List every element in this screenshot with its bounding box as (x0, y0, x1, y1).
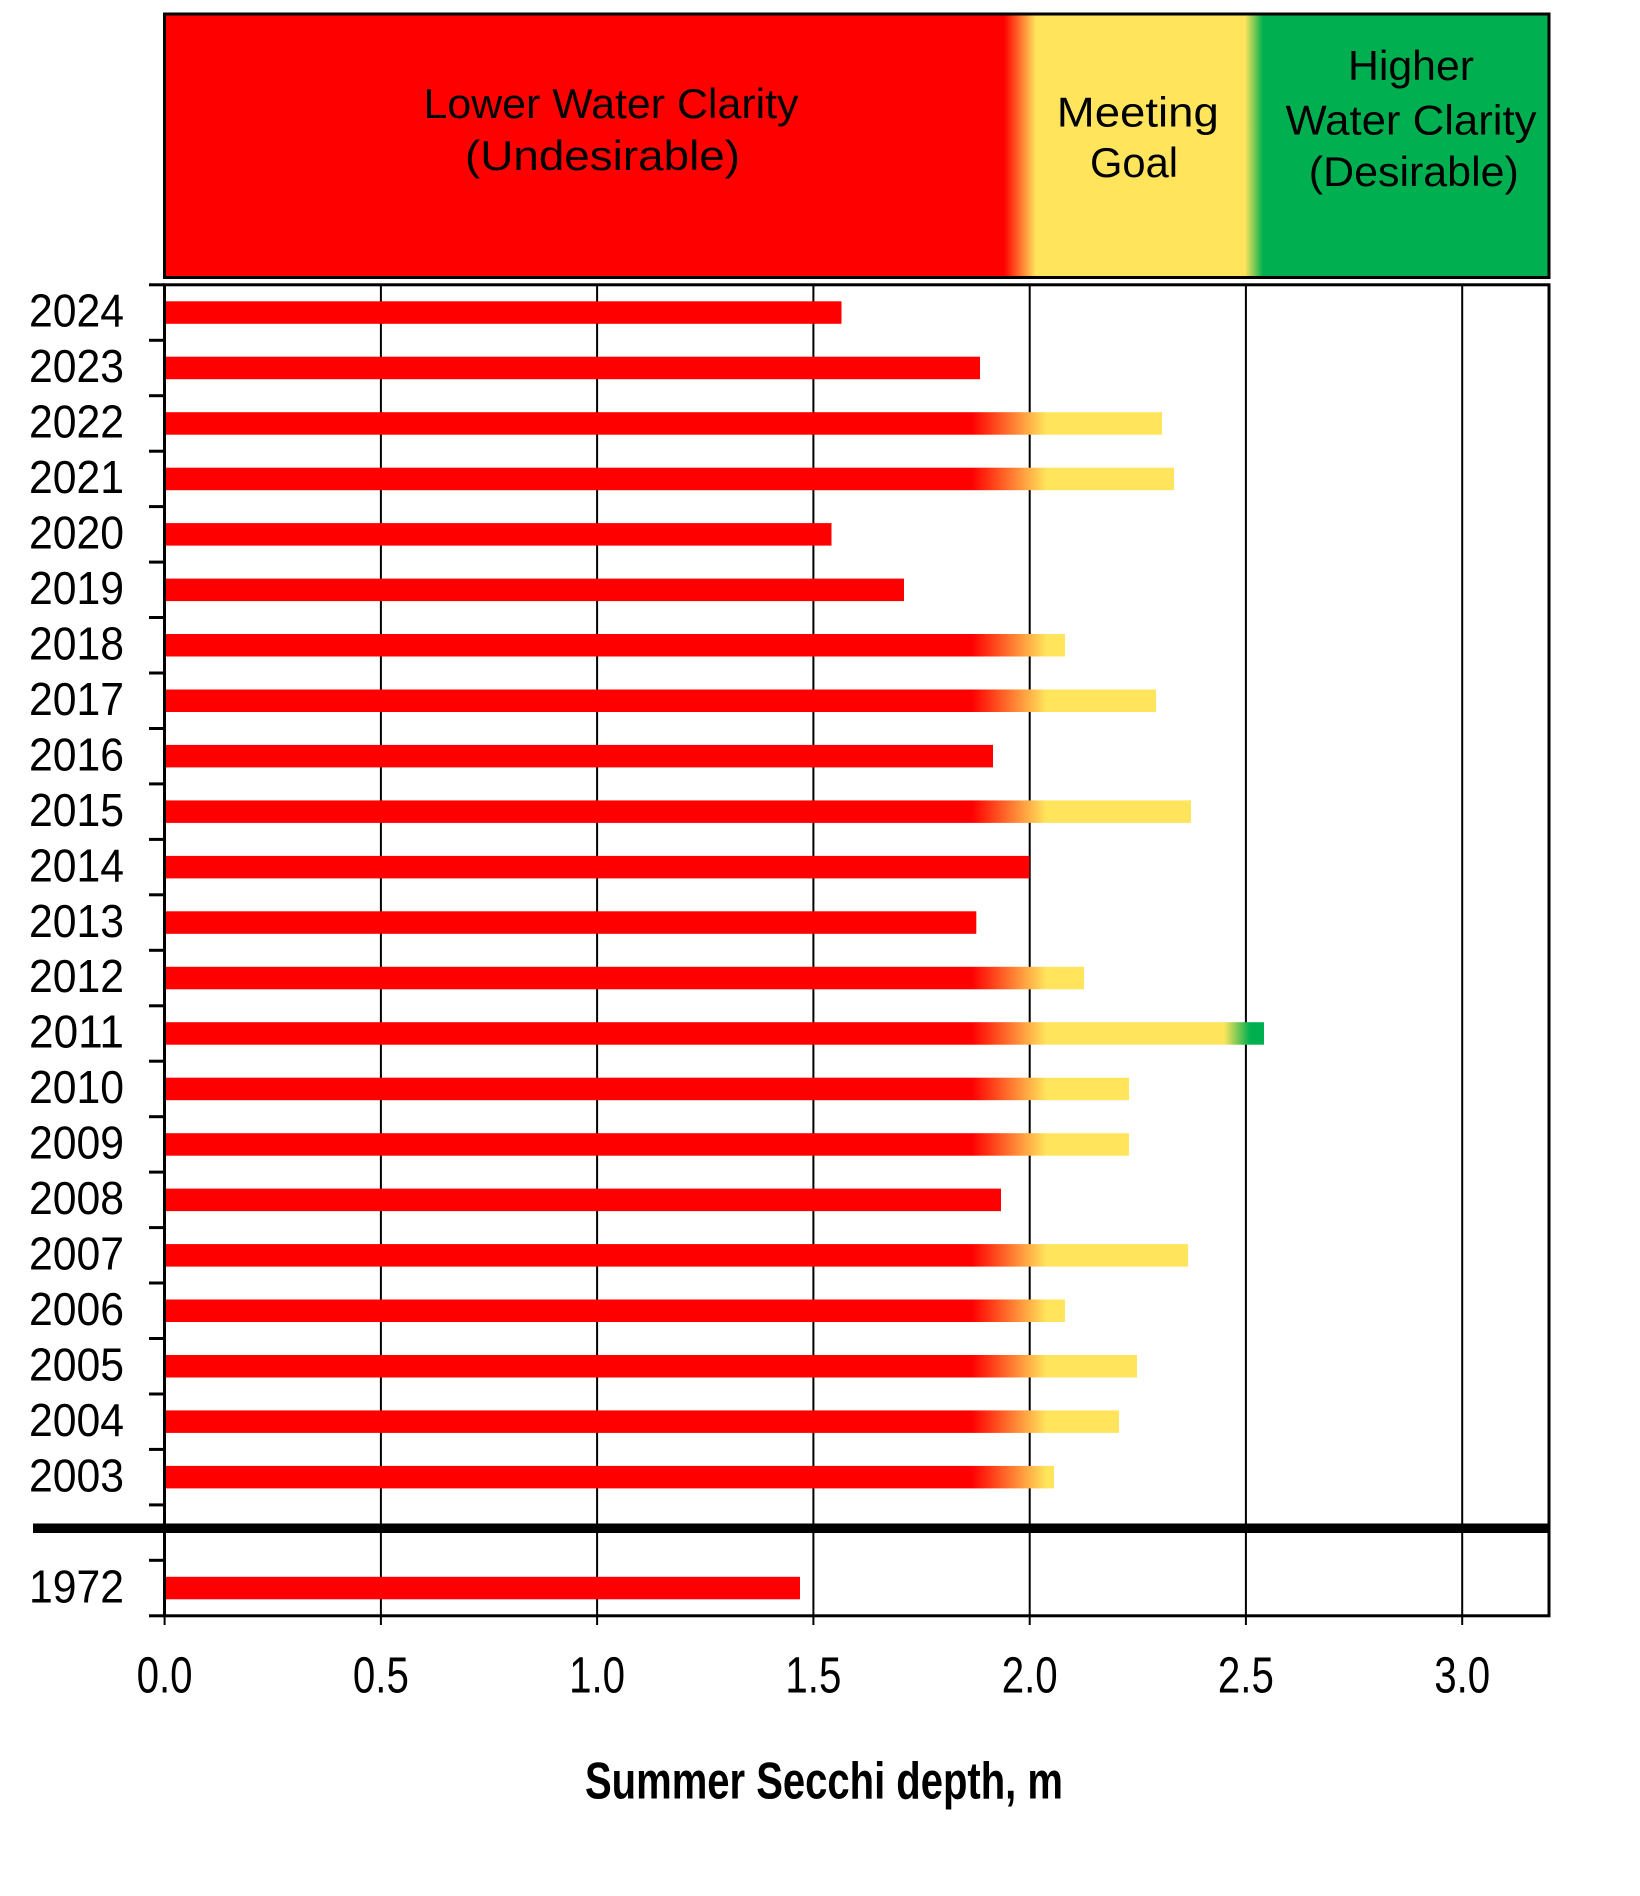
svg-text:2005: 2005 (29, 1338, 124, 1390)
svg-text:2023: 2023 (29, 340, 124, 392)
svg-text:1972: 1972 (29, 1560, 124, 1612)
svg-text:2024: 2024 (29, 285, 124, 337)
svg-text:2004: 2004 (29, 1394, 124, 1446)
svg-text:2016: 2016 (29, 728, 124, 780)
svg-text:2.5: 2.5 (1218, 1647, 1274, 1704)
svg-text:2003: 2003 (29, 1449, 124, 1501)
svg-text:2013: 2013 (29, 895, 124, 947)
svg-text:2007: 2007 (29, 1228, 124, 1280)
svg-text:Water Clarity: Water Clarity (1286, 97, 1537, 144)
svg-text:2014: 2014 (29, 839, 124, 891)
svg-text:2.0: 2.0 (1002, 1647, 1058, 1704)
svg-text:2018: 2018 (29, 618, 124, 670)
svg-text:1.0: 1.0 (569, 1647, 625, 1704)
svg-text:2009: 2009 (29, 1117, 124, 1169)
svg-text:2021: 2021 (29, 451, 124, 503)
svg-text:Goal: Goal (1090, 139, 1178, 186)
svg-text:2010: 2010 (29, 1061, 124, 1113)
svg-text:2006: 2006 (29, 1283, 124, 1335)
svg-text:2022: 2022 (29, 396, 124, 448)
svg-text:(Undesirable): (Undesirable) (465, 132, 740, 179)
svg-text:Summer Secchi depth, m: Summer Secchi depth, m (585, 1753, 1063, 1811)
svg-text:Lower Water Clarity: Lower Water Clarity (424, 80, 799, 127)
svg-text:2017: 2017 (29, 673, 124, 725)
svg-text:1.5: 1.5 (785, 1647, 841, 1704)
svg-text:Meeting: Meeting (1057, 89, 1219, 136)
svg-text:3.0: 3.0 (1434, 1647, 1490, 1704)
svg-text:2011: 2011 (29, 1006, 124, 1058)
svg-text:2008: 2008 (29, 1172, 124, 1224)
svg-text:Higher: Higher (1348, 42, 1474, 89)
svg-text:2020: 2020 (29, 507, 124, 559)
svg-text:0.5: 0.5 (353, 1647, 409, 1704)
svg-text:2012: 2012 (29, 950, 124, 1002)
svg-text:0.0: 0.0 (137, 1647, 193, 1704)
svg-text:2019: 2019 (29, 562, 124, 614)
svg-text:2015: 2015 (29, 784, 124, 836)
svg-text:(Desirable): (Desirable) (1309, 148, 1519, 195)
